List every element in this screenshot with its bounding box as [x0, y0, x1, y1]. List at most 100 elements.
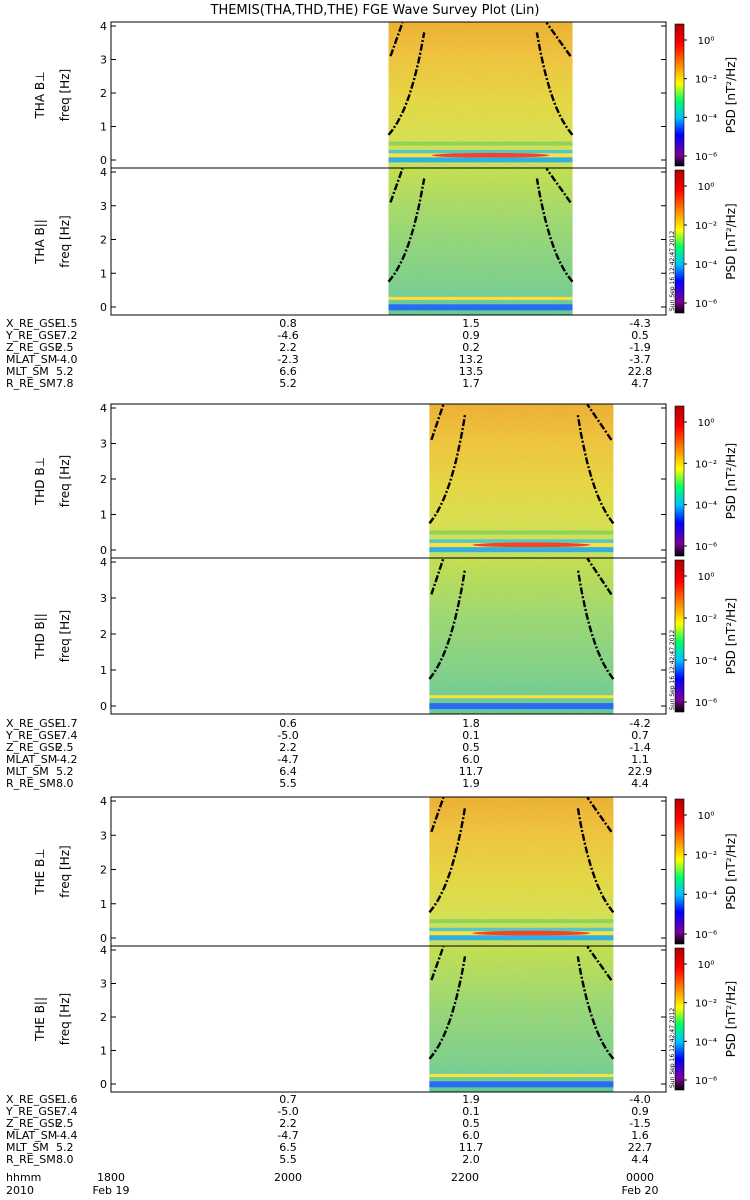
y-tick-label: 1	[100, 121, 107, 134]
spectrogram-panel: 0 1 2 3 4 THA B|| freq [Hz] 10⁰ 10⁻² 10⁻⁴ 10⁻⁶ PSD …	[33, 166, 738, 316]
ephemeris-value: 6.0	[462, 753, 480, 766]
y-tick-label: 4	[100, 402, 107, 415]
band-yellow	[429, 1073, 614, 1077]
ephemeris-value: 1.6	[631, 1129, 649, 1142]
end-date-label: Feb 20	[622, 1184, 659, 1197]
colorbar	[674, 405, 685, 557]
y-tick-label: 0	[100, 1078, 107, 1091]
ephemeris-value: 2.2	[279, 341, 297, 354]
gyro-curve-outer	[545, 21, 572, 57]
colorbar-tick-label: 10⁻⁴	[695, 1037, 717, 1048]
gyro-curve-outer	[430, 797, 445, 833]
freq-axis-label: freq [Hz]	[58, 845, 72, 897]
y-tick-label: 3	[100, 978, 107, 991]
ephemeris-value: 0.5	[631, 329, 649, 342]
panel-label: THE B⊥	[33, 848, 47, 895]
ephemeris-label: R_RE_SM	[6, 377, 56, 390]
ephemeris-value: 1.9	[462, 777, 480, 790]
ephemeris-value: -1.9	[629, 341, 650, 354]
colorbar	[674, 169, 685, 314]
gyro-curve-outer	[430, 946, 445, 981]
colorbar	[674, 23, 685, 167]
ephemeris-label: Y_RE_GSE	[5, 329, 61, 342]
band-cyan	[388, 149, 573, 154]
colorbar-tick-label: 10⁻²	[695, 75, 717, 86]
time-label-2200: 2200	[451, 1171, 479, 1184]
gyro-curve-outer	[389, 22, 404, 57]
band-yellow	[388, 296, 573, 300]
panel-frame	[110, 167, 667, 316]
ephemeris-value: 0.9	[462, 329, 480, 342]
start-date-label: Feb 19	[93, 1184, 130, 1197]
ephemeris-value: 5.2	[279, 377, 297, 390]
band-cyan	[429, 539, 614, 544]
y-tick-label: 4	[100, 556, 107, 569]
ephemeris-value: 11.7	[459, 765, 484, 778]
gyro-curve	[576, 414, 615, 525]
ephemeris-value: 1.9	[462, 1093, 480, 1106]
ephemeris-table: X_RE_GSE-1.6 0.7 1.9 -4.0 Y_RE_GSE-7.4 -5.0 0.…	[5, 1093, 652, 1166]
band-floor	[388, 157, 573, 163]
psd-axis-label: PSD [nT²/Hz]	[724, 57, 738, 133]
ephemeris-value: -7.4	[56, 1105, 77, 1118]
ephemeris-value: 13.5	[459, 365, 484, 378]
ephemeris-value: 0.2	[462, 341, 480, 354]
colorbar-tick-label: 10⁻²	[695, 851, 717, 862]
psd-axis-label: PSD [nT²/Hz]	[724, 203, 738, 279]
panel-label: THD B||	[33, 613, 47, 660]
ephemeris-label: X_RE_GSE	[6, 317, 62, 330]
colorbar-tick-label: 10⁻²	[695, 999, 717, 1010]
ephemeris-value: -3.7	[629, 353, 650, 366]
y-tick-label: 1	[100, 664, 107, 677]
band-floor	[429, 703, 614, 710]
ephemeris-value: 13.2	[459, 353, 484, 366]
colorbar-tick-label: 10⁻²	[695, 221, 717, 232]
ephemeris-label: R_RE_SM	[6, 1153, 56, 1166]
ephemeris-value: 5.5	[279, 777, 297, 790]
ephemeris-value: 4.4	[631, 777, 649, 790]
band-peak	[431, 152, 550, 158]
ephemeris-value: -1.5	[56, 317, 77, 330]
y-tick-label: 2	[100, 628, 107, 641]
gyro-curve	[428, 807, 467, 914]
ephemeris-label: Z_RE_GSE	[6, 1117, 62, 1130]
gyro-curve-outer	[545, 167, 572, 204]
gyro-curve	[576, 956, 615, 1060]
ephemeris-label: R_RE_SM	[6, 777, 56, 790]
freq-axis-label: freq [Hz]	[58, 993, 72, 1045]
y-tick-label: 1	[100, 267, 107, 280]
ephemeris-value: 0.5	[462, 741, 480, 754]
colorbar-tick-label: 10⁰	[698, 36, 715, 47]
band-peak	[472, 542, 591, 548]
ephemeris-value: 1.8	[462, 717, 480, 730]
probe-block: 0 1 2 3 4 THA B⊥ freq [Hz] 10⁰ 10⁻² 10⁻⁴ 10⁻⁶ PSD […	[5, 20, 738, 390]
colorbar	[674, 559, 685, 713]
y-tick-label: 2	[100, 473, 107, 486]
gyro-curve-outer	[430, 404, 445, 441]
ephemeris-value: 22.8	[628, 365, 653, 378]
ephemeris-value: -4.7	[277, 1129, 298, 1142]
probe-block: 0 1 2 3 4 THD B⊥ freq [Hz] 10⁰ 10⁻² 10⁻⁴ 10⁻⁶ PSD […	[5, 402, 738, 790]
ephemeris-value: 1.5	[462, 317, 480, 330]
colorbar-tick-label: 10⁻⁶	[695, 1076, 717, 1087]
ephemeris-value: 2.5	[56, 341, 74, 354]
band-low	[429, 919, 614, 924]
ephemeris-value: -4.6	[277, 329, 298, 342]
ephemeris-value: 2.2	[279, 741, 297, 754]
band-floor	[429, 547, 614, 553]
psd-axis-label: PSD [nT²/Hz]	[724, 833, 738, 909]
time-axis: hhmm 1800 2000 2200 0000 2010 Feb 19 Feb…	[6, 1171, 658, 1197]
spectrogram-panel: 0 1 2 3 4 THD B|| freq [Hz] 10⁰ 10⁻² 10⁻⁴ 10⁻⁶ PSD …	[33, 556, 738, 715]
y-tick-label: 0	[100, 154, 107, 167]
ephemeris-value: -1.5	[629, 1117, 650, 1130]
y-tick-label: 2	[100, 1011, 107, 1024]
time-label-0000: 0000	[626, 1171, 654, 1184]
colorbar	[674, 947, 685, 1091]
ephemeris-label: Z_RE_GSE	[6, 341, 62, 354]
spectrogram-noise	[388, 168, 573, 315]
freq-axis-label: freq [Hz]	[58, 215, 72, 267]
ephemeris-value: 7.8	[56, 377, 74, 390]
ephemeris-value: -2.3	[277, 353, 298, 366]
ephemeris-value: -1.7	[56, 717, 77, 730]
gyro-curve	[535, 32, 574, 136]
